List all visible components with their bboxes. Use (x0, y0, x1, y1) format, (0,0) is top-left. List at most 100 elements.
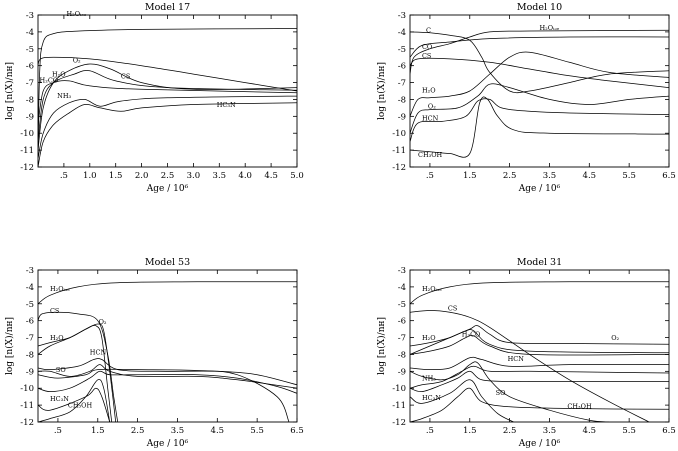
x-tick-label: 3.5 (213, 171, 227, 181)
series-group (410, 29, 669, 158)
series-label: H₂O (422, 334, 436, 342)
series-line-hcn (410, 98, 669, 142)
y-tick-label: -11 (20, 146, 34, 156)
x-tick-label: .5 (54, 426, 62, 436)
panel-model-17: Model 17 .5 1.0 1.5 2.0 2.5 3.0 3.5 4.0 4.5 5.0 -12… (4, 2, 304, 194)
panel-title: Model 53 (145, 257, 190, 268)
y-tick-label: -7 (26, 79, 34, 89)
y-tick-label: -4 (26, 28, 34, 38)
series-label: O₂ (73, 56, 81, 64)
panel-model-53: Model 53 .5 1.5 2.5 3.5 4.5 5.5 6.5 -12 -11 -10 -9 -… (4, 257, 304, 449)
y-axis-label: log [n(X)/nʜ] (376, 317, 387, 375)
x-tick-label: 6.5 (662, 426, 676, 436)
series-line-hc3n (38, 102, 297, 167)
x-tick-label: 5.5 (622, 171, 636, 181)
series-line-cs (410, 310, 650, 422)
y-tick-label: -11 (20, 401, 34, 411)
y-axis-label: log [n(X)/nʜ] (4, 317, 15, 375)
panel-title: Model 17 (145, 2, 190, 13)
series-line-o2 (38, 63, 297, 151)
series-line-unlabeled-9 (38, 387, 111, 422)
y-tick-label: -12 (20, 163, 34, 173)
y-tick-label: -8 (26, 350, 34, 360)
series-label: O₂ (99, 318, 107, 326)
y-tick-label: -4 (398, 283, 406, 293)
y-tick-label: -7 (398, 79, 406, 89)
x-tick-label: .5 (426, 171, 434, 181)
series-line-ch3oh (410, 387, 669, 422)
y-tick-label: -9 (398, 367, 406, 377)
y-tick-label: -4 (26, 283, 34, 293)
x-tick-label: 1.5 (463, 171, 477, 181)
x-tick-label: .5 (60, 171, 68, 181)
x-tick-label: 2.0 (135, 171, 149, 181)
series-label: SO (56, 366, 66, 374)
x-tick-label: 6.5 (662, 171, 676, 181)
x-tick-label: 1.5 (463, 426, 477, 436)
y-axis-label: log [n(X)/nʜ] (4, 62, 15, 120)
y-tick-label: -8 (26, 95, 34, 105)
x-tick-label: 1.0 (83, 171, 97, 181)
x-tick-label: 3.0 (187, 171, 201, 181)
x-axis-label: Age / 10⁶ (146, 439, 189, 449)
y-tick-label: -9 (398, 112, 406, 122)
x-tick-label: 4.0 (238, 171, 252, 181)
x-tick-label: 4.5 (211, 426, 225, 436)
y-tick-label: -7 (26, 334, 34, 344)
series-label: H₂CO (40, 77, 59, 85)
plot-frame (37, 269, 298, 423)
series-line-h2o (410, 51, 669, 117)
y-tick-label: -5 (398, 300, 406, 310)
series-line-h2oi-e (38, 28, 297, 167)
series-group (38, 28, 297, 167)
x-axis-label: Age / 10⁶ (518, 439, 561, 449)
plot-frame (409, 14, 670, 168)
series-line-ch3oh (410, 96, 669, 158)
series-line-o2 (410, 83, 669, 134)
y-tick-label: -9 (26, 367, 34, 377)
series-label: H₂O (422, 87, 436, 95)
x-tick-label: .5 (426, 426, 434, 436)
x-tick-label: 5.5 (250, 426, 264, 436)
x-tick-label: 4.5 (583, 426, 597, 436)
x-tick-label: 5.0 (290, 171, 304, 181)
series-label: C (426, 27, 431, 35)
series-line-h2oi-e (410, 29, 669, 75)
y-axis-label: log [n(X)/nʜ] (376, 62, 387, 120)
series-label: O₂ (611, 334, 619, 342)
x-axis-label: Age / 10⁶ (146, 184, 189, 194)
series-line-h2oi-e (38, 281, 297, 305)
series-line-hc3n (410, 370, 669, 393)
series-label: NH₃ (422, 375, 436, 383)
x-axis-label: Age / 10⁶ (518, 184, 561, 194)
y-tick-label: -3 (26, 266, 34, 276)
series-line-so (410, 361, 610, 422)
series-label: CH₃OH (418, 151, 443, 159)
x-tick-label: 1.5 (91, 426, 105, 436)
series-label: CS (50, 307, 59, 315)
y-tick-label: -5 (26, 45, 34, 55)
series-label: H₂O (50, 334, 64, 342)
y-tick-label: -3 (398, 11, 406, 21)
series-line-h2co (410, 334, 669, 356)
y-tick-label: -10 (392, 384, 406, 394)
series-label: HCN (508, 355, 525, 363)
x-tick-label: 1.5 (109, 171, 123, 181)
y-tick-label: -8 (398, 350, 406, 360)
y-tick-label: -3 (26, 11, 34, 21)
series-label: HC₃N (217, 101, 236, 109)
y-tick-label: -5 (398, 45, 406, 55)
series-line-hcn (38, 358, 297, 386)
series-label: HC₃N (422, 394, 441, 402)
y-tick-label: -10 (20, 384, 34, 394)
series-label: CO (422, 43, 432, 51)
y-tick-label: -6 (398, 62, 406, 72)
y-tick-label: -12 (20, 418, 34, 428)
panel-model-31: Model 31 .5 1.5 2.5 3.5 4.5 5.5 6.5 -12 -11 -10 -9 -… (376, 257, 676, 449)
series-line-unlabeled-10 (410, 379, 514, 422)
series-line-h2o (410, 329, 669, 354)
series-line-c (410, 31, 669, 94)
series-line-h2o (38, 324, 113, 422)
x-tick-label: 5.5 (622, 426, 636, 436)
series-line-h2co (38, 80, 297, 125)
